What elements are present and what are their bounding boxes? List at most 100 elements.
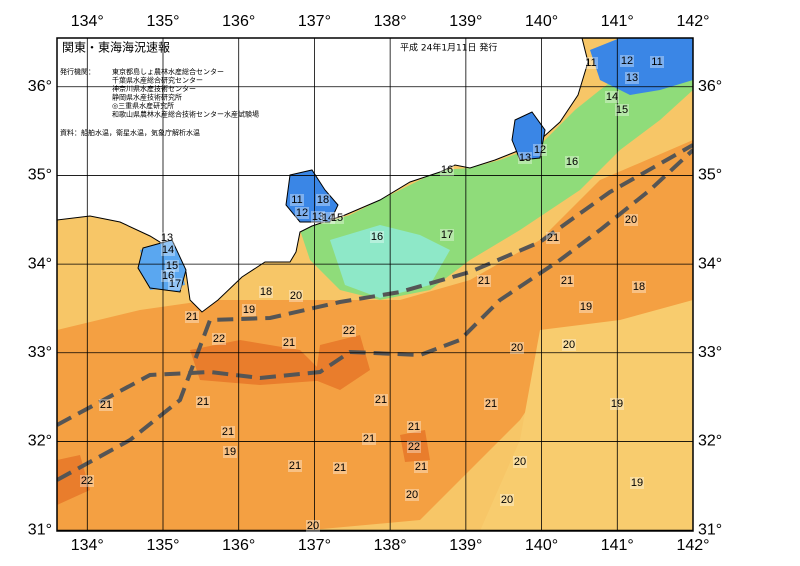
contour-label: 21 (283, 337, 295, 349)
contour-label-bg (223, 446, 237, 458)
contour-label-bg (632, 281, 646, 293)
contour-label-bg (584, 57, 598, 69)
contour-label-bg (290, 194, 304, 206)
contour-label: 22 (408, 441, 420, 453)
x-tick-label: 135° (146, 13, 179, 30)
contour-label-bg (624, 214, 638, 226)
contour-label-bg (168, 278, 182, 290)
contour-label-bg (306, 520, 320, 532)
contour-label: 19 (224, 446, 236, 458)
contour-label: 16 (566, 156, 578, 168)
x-tick-label: 138° (374, 13, 407, 30)
tokyo-bay (511, 111, 546, 161)
contour-label: 12 (621, 55, 633, 67)
contour-label: 18 (260, 286, 272, 298)
y-tick-label: 34° (28, 255, 52, 272)
contour-label: 15 (166, 260, 178, 272)
x-tick-label: 138° (374, 537, 407, 554)
map-area (57, 38, 693, 531)
contour-label: 21 (289, 460, 301, 472)
contour-label: 13 (161, 232, 173, 244)
contour-label-bg (630, 477, 644, 489)
y-tick-label: 32° (28, 433, 52, 450)
contour-label-bg (374, 394, 388, 406)
contour-label-bg (620, 55, 634, 67)
contour-label: 13 (519, 152, 531, 164)
x-tick-label: 136° (222, 537, 255, 554)
contour-label: 21 (561, 275, 573, 287)
contour-label: 18 (317, 194, 329, 206)
contour-label-bg (513, 456, 527, 468)
contour-label: 14 (162, 244, 174, 256)
contour-label-bg (510, 342, 524, 354)
contour-label-bg (565, 156, 579, 168)
contour-label: 20 (290, 290, 302, 302)
contour-label-bg (333, 462, 347, 474)
y-tick-label: 33° (28, 344, 52, 361)
contour-label: 13 (312, 211, 324, 223)
contour-label: 19 (611, 398, 623, 410)
contour-label: 20 (625, 214, 637, 226)
contour-label: 20 (563, 339, 575, 351)
contour-label-bg (440, 229, 454, 241)
contour-label: 14 (322, 212, 334, 224)
contour-label-bg (221, 426, 235, 438)
issuer: 神奈川県水産技術センター (112, 84, 196, 93)
sea-warm-core (57, 335, 430, 505)
contour-label-bg (242, 304, 256, 316)
issuer: 静岡県水産技術研究所 (112, 93, 182, 102)
contour-label: 19 (243, 304, 255, 316)
contour-label-bg (562, 339, 576, 351)
contour-label: 11 (291, 194, 302, 206)
contour-label-bg (579, 301, 593, 313)
contour-label: 12 (296, 207, 308, 219)
y-tick-label: 36° (28, 78, 52, 95)
contour-label-bg (196, 396, 210, 408)
contour-label-bg (80, 475, 94, 487)
contour-label: 20 (307, 520, 319, 532)
contour-label: 22 (213, 333, 225, 345)
x-tick-label: 142° (676, 537, 709, 554)
y-tick-label: 35° (698, 167, 722, 184)
contour-label: 21 (100, 399, 112, 411)
contour-label-bg (615, 104, 629, 116)
contour-label: 16 (162, 270, 174, 282)
date: 平成 24年1月11日 発行 (400, 42, 497, 54)
contour-label-bg (546, 232, 560, 244)
x-tick-label: 137° (298, 13, 331, 30)
y-tick-label: 36° (698, 78, 722, 95)
issuer: 東京都島しょ農林水産総合センター (112, 67, 224, 76)
y-tick-label: 33° (698, 344, 722, 361)
contour-label: 18 (633, 281, 645, 293)
issuer: ◎三重県水産研究所 (112, 101, 174, 110)
y-tick-label: 31° (698, 521, 722, 538)
contour-label: 15 (331, 212, 343, 224)
contour-label: 16 (441, 164, 453, 176)
contour-label-bg (610, 398, 624, 410)
contour-label: 20 (406, 489, 418, 501)
contour-label-bg (533, 144, 547, 156)
contour-label: 21 (222, 426, 234, 438)
contour-label-bg (330, 212, 344, 224)
contour-label: 11 (585, 57, 596, 69)
contour-label-bg (288, 460, 302, 472)
y-tick-label: 31° (28, 521, 52, 538)
contour-label-bg (295, 207, 309, 219)
contour-label-bg (165, 260, 179, 272)
contour-label-bg (342, 325, 356, 337)
contour-label: 22 (343, 325, 355, 337)
contour-label-bg (362, 433, 376, 445)
x-tick-label: 141° (601, 13, 634, 30)
y-tick-label: 35° (28, 167, 52, 184)
contour-label: 12 (534, 144, 546, 156)
contour-label: 19 (631, 477, 643, 489)
contour-label: 14 (606, 91, 618, 103)
source: 資料：船舶水温，衛星水温，気象庁解析水温 (60, 128, 200, 137)
contour-label-bg (407, 441, 421, 453)
title: 関東・東海海況速報 (62, 40, 170, 55)
sea-orange (57, 140, 693, 531)
contour-label-bg (518, 152, 532, 164)
contour-label: 20 (511, 342, 523, 354)
contour-label: 15 (616, 104, 628, 116)
x-tick-label: 141° (601, 537, 634, 554)
